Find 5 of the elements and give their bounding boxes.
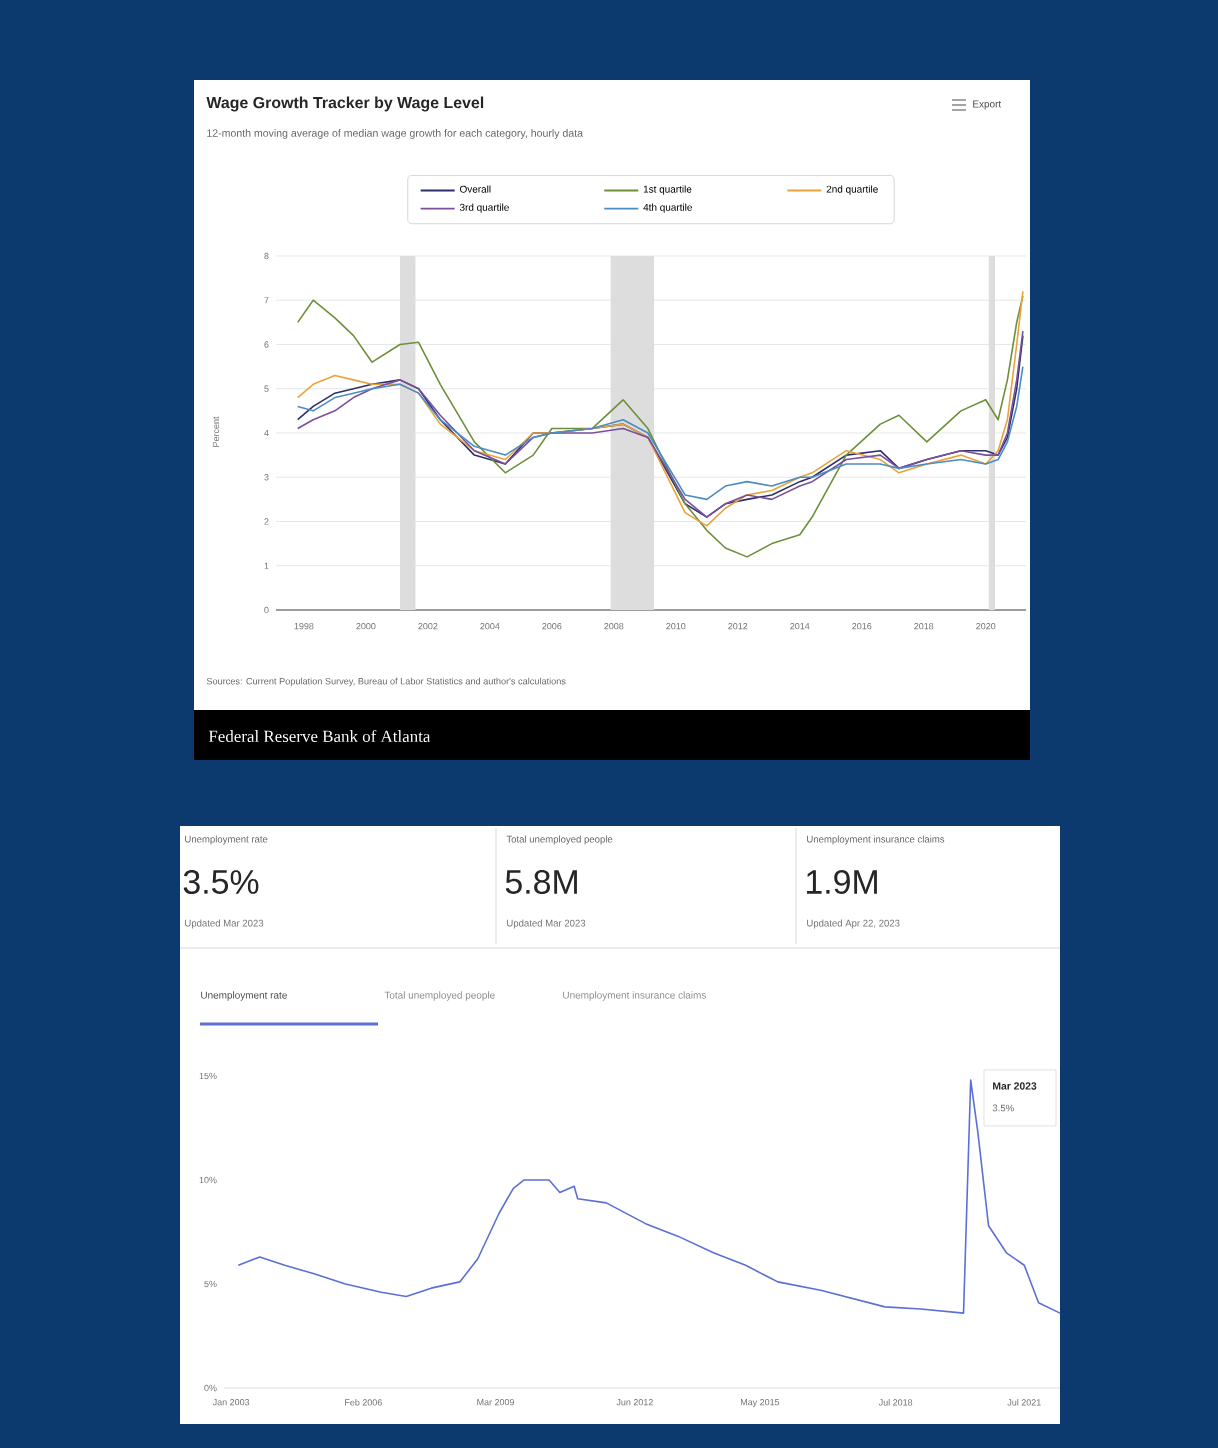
text: 5.8M [505,869,577,894]
text: Federal Reserve Bank of Atlanta [208,729,431,743]
line-series [296,365,1024,501]
text: 1.9M [806,869,877,894]
text: 3.5% [183,869,259,894]
